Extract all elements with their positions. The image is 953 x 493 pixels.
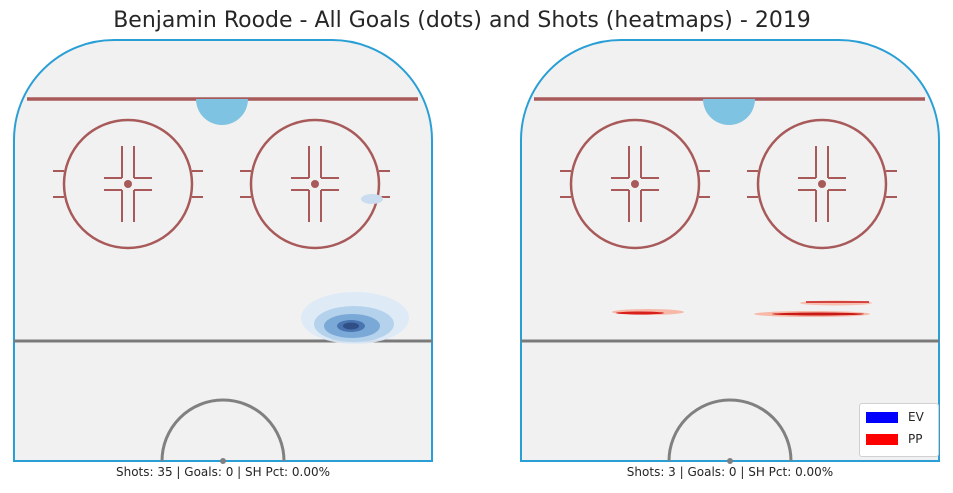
pp-streak-left-core	[616, 311, 664, 315]
rink-ev-crease	[196, 99, 248, 125]
rink-pp-faceoff-left	[560, 118, 710, 250]
ev-heatmap	[301, 194, 409, 344]
ev-hotspot-faint	[361, 194, 383, 204]
faceoff-dot	[311, 180, 319, 188]
rink-pp-center-circle	[667, 398, 793, 462]
rink-ev-center-dot	[220, 458, 226, 464]
chart-title: Benjamin Roode - All Goals (dots) and Sh…	[113, 8, 811, 33]
legend-swatch-ev	[866, 411, 898, 423]
rink-pp-crease	[703, 99, 755, 125]
legend-label-ev: EV	[908, 410, 924, 424]
rink-ev-faceoff-right	[240, 118, 390, 250]
faceoff-dot	[818, 180, 826, 188]
pp-heatmap	[612, 300, 872, 317]
rink-pp-faceoff-right	[747, 118, 897, 250]
rink-ev-board	[13, 39, 433, 462]
pp-stats-caption: Shots: 3 | Goals: 0 | SH Pct: 0.00%	[626, 465, 834, 479]
rink-pp-board	[520, 39, 940, 462]
faceoff-dot	[124, 180, 132, 188]
legend-item-ev: EV	[866, 410, 924, 424]
rink-ev-faceoff-left	[53, 118, 203, 250]
faceoff-circle	[756, 118, 888, 250]
ev-stats-caption: Shots: 35 | Goals: 0 | SH Pct: 0.00%	[115, 465, 331, 479]
rink-pp	[520, 39, 940, 464]
rink-ev	[13, 39, 433, 464]
rink-pp-center-dot	[727, 458, 733, 464]
pp-streak-right-core	[772, 312, 864, 316]
ev-hotspot-center	[343, 322, 359, 330]
faceoff-circle	[62, 118, 194, 250]
rink-ev-center-circle	[160, 398, 286, 462]
faceoff-circle	[569, 118, 701, 250]
legend-label-pp: PP	[908, 432, 923, 446]
legend: EV PP	[859, 403, 939, 457]
faceoff-dot	[631, 180, 639, 188]
legend-swatch-pp	[866, 433, 898, 445]
faceoff-circle	[249, 118, 381, 250]
legend-item-pp: PP	[866, 432, 922, 446]
